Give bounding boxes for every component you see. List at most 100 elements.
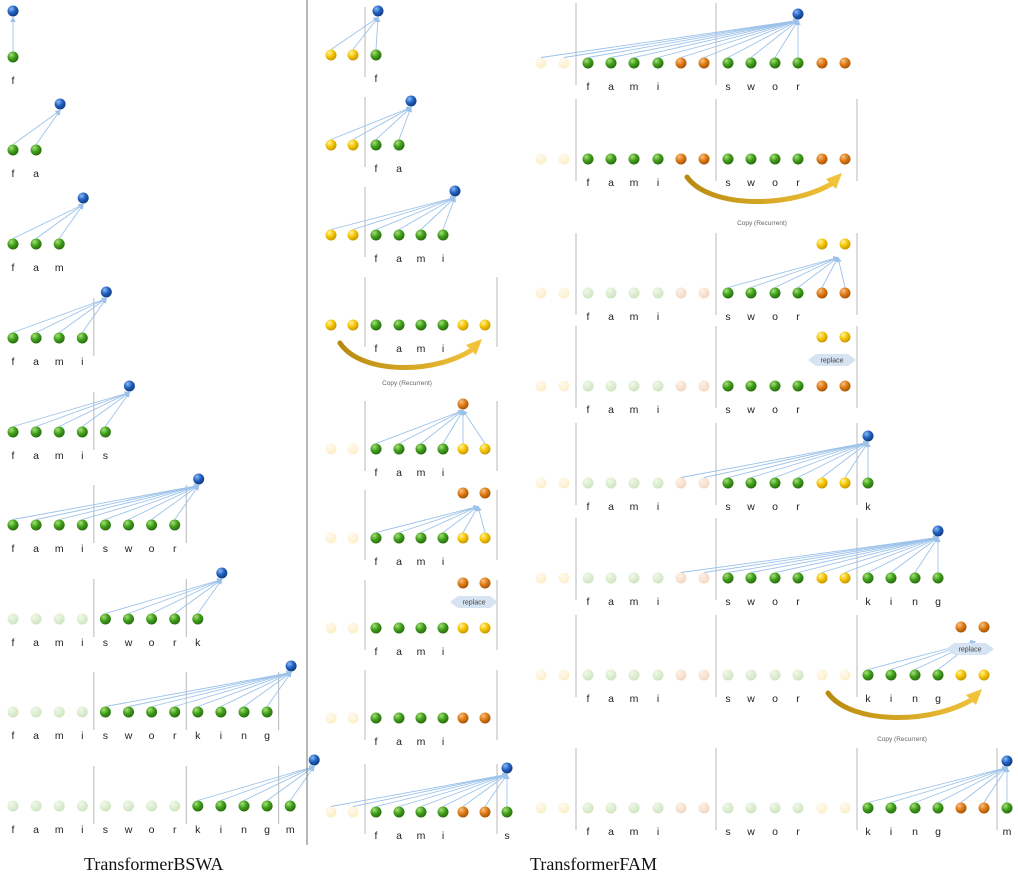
token-node	[99, 706, 111, 718]
fam-memory-node	[347, 532, 359, 544]
attention-arrow	[890, 766, 1008, 803]
attention-arrow	[352, 772, 508, 807]
attention-arrow	[330, 16, 379, 50]
token-node	[722, 380, 734, 392]
attention-arrow	[197, 765, 316, 801]
fam-memory-node	[558, 57, 570, 69]
token-label: w	[746, 501, 755, 513]
token-label: r	[796, 693, 800, 705]
token-node-faded	[76, 800, 88, 812]
token-node-faded	[745, 669, 757, 681]
attention-arrow	[398, 505, 479, 533]
token-node	[261, 706, 273, 718]
fam-memory-node	[839, 287, 851, 299]
attention-arrow	[484, 773, 508, 807]
token-label: i	[220, 824, 222, 836]
token-node	[415, 229, 427, 241]
fam-memory-node	[816, 477, 828, 489]
token-node	[582, 153, 594, 165]
token-node-faded	[652, 669, 664, 681]
fam-memory-node	[675, 57, 687, 69]
attention-arrow	[821, 536, 939, 573]
token-node	[370, 229, 382, 241]
attention-arrow	[330, 106, 412, 140]
fam-memory-node	[325, 532, 337, 544]
token-label: a	[33, 168, 39, 180]
token-node-faded	[628, 380, 640, 392]
token-node	[909, 802, 921, 814]
token-node	[415, 622, 427, 634]
token-label: o	[772, 177, 778, 189]
fam-memory-node	[347, 49, 359, 61]
token-node	[192, 800, 204, 812]
token-node	[437, 229, 449, 241]
token-label: w	[746, 596, 755, 608]
fam-memory-node	[535, 477, 547, 489]
token-label: m	[417, 736, 426, 748]
attention-arrow	[12, 483, 200, 520]
attention-arrow	[750, 535, 939, 573]
token-node	[261, 800, 273, 812]
attention-arrow	[657, 19, 799, 58]
attention-arrow	[35, 298, 108, 333]
token-label: a	[396, 163, 402, 175]
token-node	[370, 443, 382, 455]
token-label: s	[103, 637, 108, 649]
attention-arrow	[197, 578, 223, 614]
token-label: i	[657, 596, 659, 608]
token-node	[76, 332, 88, 344]
token-label: m	[55, 450, 64, 462]
fam-memory-node	[479, 712, 491, 724]
query-node	[216, 567, 228, 579]
token-node	[792, 153, 804, 165]
fam-memory-node	[347, 229, 359, 241]
fam-memory-node	[816, 153, 828, 165]
token-label: m	[55, 262, 64, 274]
token-node	[909, 669, 921, 681]
fam-memory-node	[535, 287, 547, 299]
token-label: f	[587, 404, 590, 416]
token-label: m	[630, 501, 639, 513]
token-node	[238, 800, 250, 812]
fam-memory-node	[816, 802, 828, 814]
token-label: f	[587, 596, 590, 608]
token-node	[605, 153, 617, 165]
token-node-faded	[7, 800, 19, 812]
token-label: a	[33, 637, 39, 649]
token-node-faded	[169, 800, 181, 812]
token-node-faded	[7, 613, 19, 625]
fam-memory-node	[347, 443, 359, 455]
token-label: r	[173, 543, 177, 555]
token-node	[932, 572, 944, 584]
token-node-faded	[652, 572, 664, 584]
copy-arrowhead-icon	[966, 689, 982, 705]
fam-memory-node	[535, 669, 547, 681]
token-label: r	[796, 311, 800, 323]
token-node-faded	[99, 800, 111, 812]
attention-arrow	[266, 671, 292, 707]
fam-memory-node	[675, 477, 687, 489]
attention-arrow	[797, 442, 869, 478]
token-node-faded	[582, 380, 594, 392]
token-label: k	[865, 826, 871, 838]
fam-memory-node	[479, 319, 491, 331]
token-label: i	[442, 343, 444, 355]
token-label: m	[630, 81, 639, 93]
token-node-faded	[30, 800, 42, 812]
token-node	[792, 477, 804, 489]
token-label: a	[33, 262, 39, 274]
token-node	[215, 800, 227, 812]
token-label: a	[33, 824, 39, 836]
attention-arrow	[727, 535, 939, 573]
attention-arrow	[462, 505, 479, 533]
attention-arrow	[540, 18, 799, 58]
fam-memory-node	[457, 622, 469, 634]
query-node	[100, 286, 112, 298]
token-label: f	[12, 75, 15, 87]
token-label: s	[725, 501, 730, 513]
token-node	[30, 144, 42, 156]
token-label: f	[375, 467, 378, 479]
attention-arrow	[352, 16, 379, 50]
fam-memory-node	[839, 57, 851, 69]
token-node	[885, 669, 897, 681]
